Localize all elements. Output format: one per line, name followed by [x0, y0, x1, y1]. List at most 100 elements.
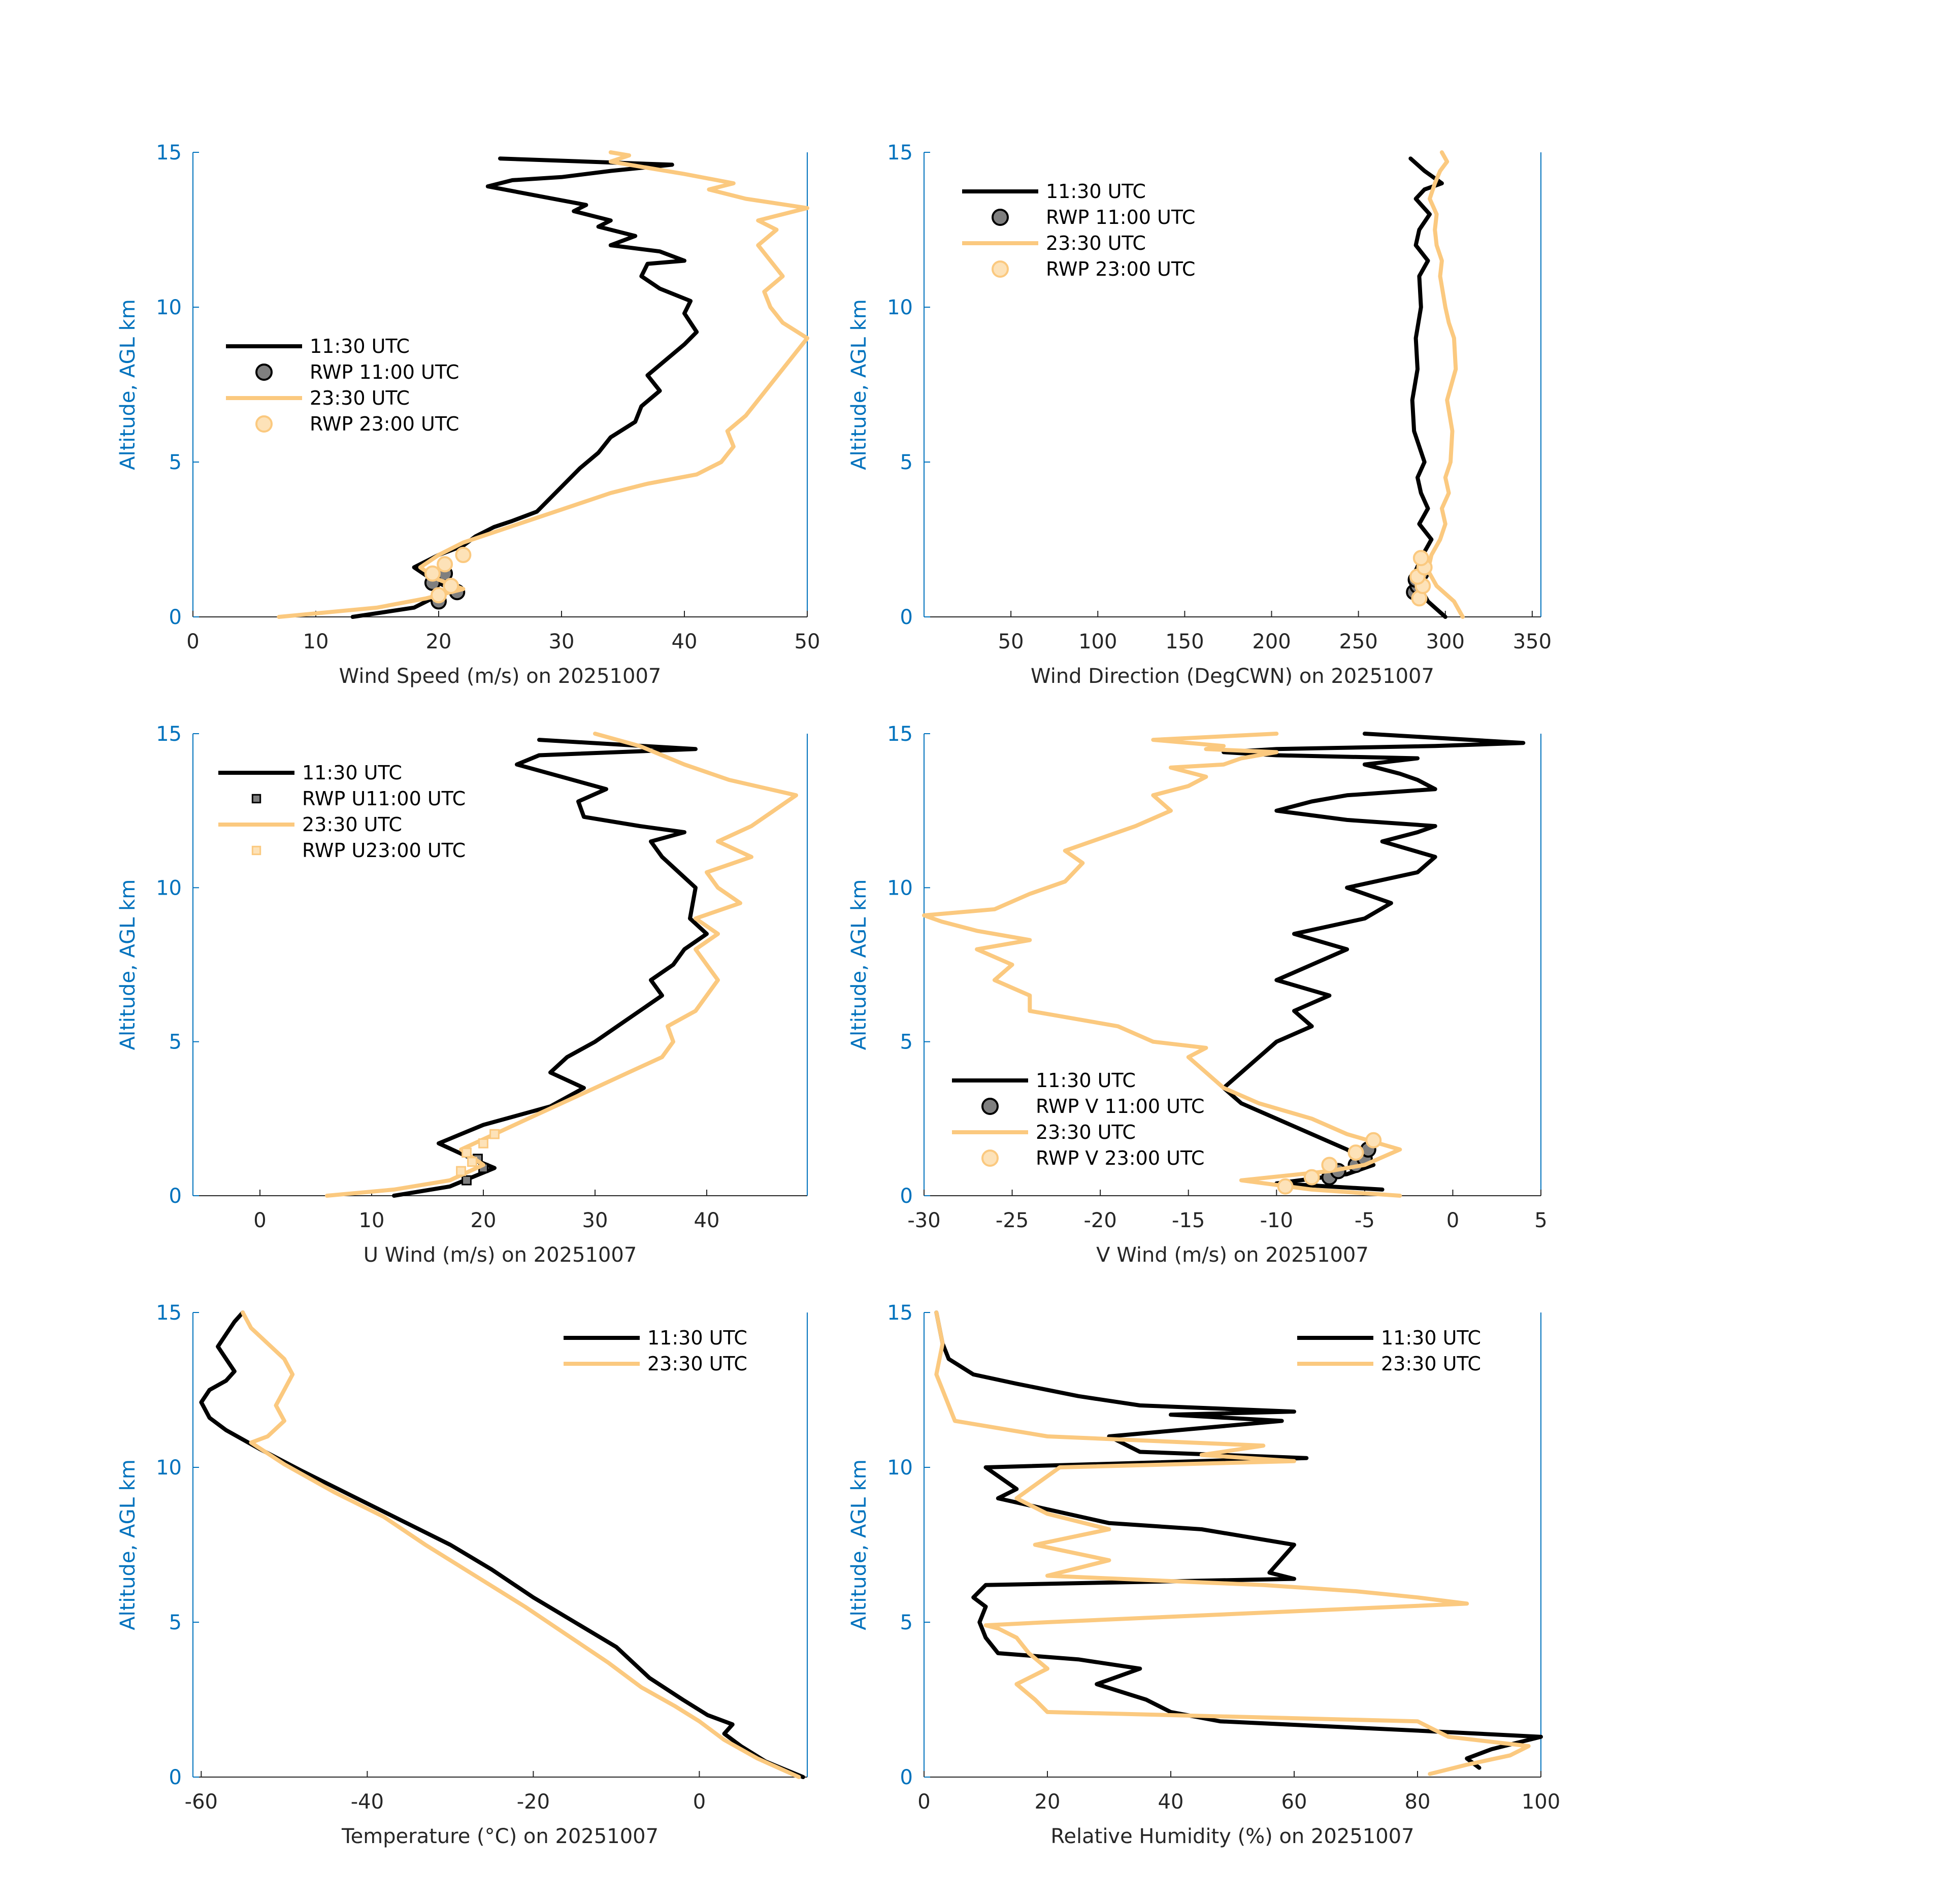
legend-label: RWP 23:00 UTC [310, 413, 459, 435]
legend-swatch [251, 845, 261, 856]
y-tick-label: 10 [156, 1456, 182, 1480]
y-tick-label: 15 [156, 1301, 182, 1325]
series-23-30-utc [277, 150, 809, 619]
data-point [455, 547, 472, 563]
legend-swatch [255, 364, 273, 381]
series-line [1222, 732, 1526, 1192]
x-tick-label: -15 [1172, 1209, 1205, 1232]
data-point [437, 556, 453, 573]
y-tick-label: 5 [169, 1611, 182, 1634]
legend: 11:30 UTC 23:30 UTC [564, 1327, 747, 1375]
data-point [1321, 1157, 1338, 1173]
legend-swatch [992, 260, 1009, 278]
legend-label: 11:30 UTC [647, 1327, 747, 1349]
temperature-panel: -60 -40 -20 0 0 5 10 15 Temperature (°C) on 2025… [116, 1301, 808, 1848]
data-point [424, 565, 441, 582]
x-tick-label: -40 [351, 1790, 384, 1814]
y-axis-label: Altitude, AGL km [847, 879, 871, 1051]
legend: 11:30 UTC RWP 11:00 UTC 23:30 UTC RWP 23:00… [962, 180, 1195, 280]
x-tick-label: -25 [996, 1209, 1029, 1232]
legend-label: 23:30 UTC [302, 813, 402, 836]
u-wind-panel: 0 10 20 30 40 0 5 10 15 U Wind (m/s) on 20251007 A… [116, 723, 808, 1267]
x-tick-label: 0 [693, 1790, 706, 1814]
y-tick-label: 5 [900, 1031, 913, 1054]
legend: 11:30 UTC RWP U11:00 UTC 23:30 UTC RWP U23:… [218, 762, 466, 862]
series-23-30-utc [922, 732, 1402, 1198]
data-point [431, 587, 447, 604]
legend-swatch [251, 794, 261, 804]
x-tick-label: 100 [1078, 630, 1117, 653]
x-tick-label: 20 [471, 1209, 497, 1232]
legend: 11:30 UTC 23:30 UTC [1297, 1327, 1481, 1375]
data-point [489, 1129, 500, 1139]
legend-label: 11:30 UTC [310, 335, 410, 357]
data-point [478, 1138, 488, 1148]
y-axis-label: Altitude, AGL km [847, 299, 871, 470]
series-line [392, 738, 709, 1198]
legend-label: 11:30 UTC [1036, 1069, 1136, 1092]
y-tick-label: 10 [156, 296, 182, 319]
legend-label: 23:30 UTC [647, 1353, 747, 1375]
legend: 11:30 UTC RWP V 11:00 UTC 23:30 UTC RWP V 2… [952, 1069, 1204, 1169]
x-tick-label: 250 [1339, 630, 1377, 653]
series-rwp-u23-00-utc [456, 1129, 500, 1176]
data-point [467, 1157, 477, 1167]
data-point [1412, 550, 1429, 567]
series-line [1408, 156, 1447, 619]
x-tick-label: 60 [1281, 1790, 1307, 1814]
x-tick-label: 40 [672, 630, 698, 653]
series-line [934, 1310, 1531, 1776]
x-tick-label: 50 [795, 630, 820, 653]
legend-swatch [255, 415, 273, 433]
y-tick-label: 0 [169, 1185, 182, 1208]
series-11-30-utc [392, 738, 709, 1198]
legend-label: 23:30 UTC [1046, 232, 1146, 254]
y-tick-label: 0 [900, 1766, 913, 1789]
x-tick-label: 100 [1522, 1790, 1560, 1814]
legend-label: RWP V 23:00 UTC [1036, 1147, 1204, 1169]
legend: 11:30 UTC RWP 11:00 UTC 23:30 UTC RWP 23:00… [226, 335, 459, 435]
x-tick-label: 50 [998, 630, 1024, 653]
x-tick-label: 350 [1513, 630, 1552, 653]
y-tick-label: 10 [887, 1456, 913, 1480]
series-rwp-23-00-utc [424, 547, 472, 604]
x-tick-label: -30 [907, 1209, 940, 1232]
series-23-30-utc [1426, 150, 1465, 619]
x-axis-label: Wind Speed (m/s) on 20251007 [339, 665, 662, 688]
series-line [922, 732, 1402, 1198]
data-point [462, 1147, 472, 1158]
v-wind-panel: -30 -25 -20 -15 -10 -5 0 5 0 5 10 15 V Wind (m/s) on… [847, 723, 1548, 1267]
x-tick-label: 0 [917, 1790, 930, 1814]
series-11-30-utc [934, 1310, 1543, 1770]
x-tick-label: -60 [185, 1790, 218, 1814]
x-tick-label: 0 [253, 1209, 266, 1232]
legend-label: RWP 11:00 UTC [310, 361, 459, 383]
x-tick-label: 30 [549, 630, 575, 653]
x-tick-label: 10 [303, 630, 329, 653]
x-tick-label: 200 [1252, 630, 1291, 653]
legend-label: RWP 11:00 UTC [1046, 206, 1195, 228]
x-tick-label: -20 [517, 1790, 550, 1814]
series-11-30-utc [1222, 732, 1526, 1192]
x-tick-label: 0 [186, 630, 199, 653]
wind-speed-panel: 0 10 20 30 40 50 0 5 10 15 Wind Speed (m/s) on 202… [116, 141, 820, 688]
y-tick-label: 15 [887, 1301, 913, 1325]
y-tick-label: 10 [156, 876, 182, 900]
data-point [1365, 1132, 1382, 1148]
legend-label: RWP U11:00 UTC [302, 787, 466, 810]
x-tick-label: 40 [1158, 1790, 1184, 1814]
data-point [1303, 1169, 1320, 1186]
y-axis-label: Altitude, AGL km [116, 879, 140, 1051]
legend-label: 23:30 UTC [1036, 1121, 1136, 1143]
legend-swatch [992, 209, 1009, 226]
wind-direction-panel: 50 100 150 200 250 300 350 0 5 10 15 Wind Direction… [847, 141, 1552, 688]
legend-label: 11:30 UTC [1046, 180, 1146, 203]
series-23-30-utc [241, 1310, 801, 1779]
x-axis-label: Wind Direction (DegCWN) on 20251007 [1031, 665, 1434, 688]
y-tick-label: 10 [887, 876, 913, 900]
series-23-30-utc [934, 1310, 1531, 1776]
y-axis-label: Altitude, AGL km [116, 1459, 140, 1630]
y-tick-label: 5 [169, 451, 182, 474]
x-axis-label: U Wind (m/s) on 20251007 [364, 1243, 637, 1267]
legend-label: RWP U23:00 UTC [302, 839, 466, 862]
